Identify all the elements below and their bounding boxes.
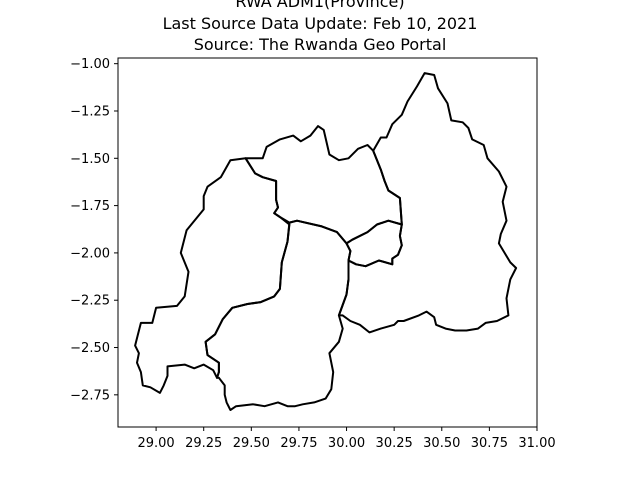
x-tick-label: 29.50 [233, 436, 270, 451]
title-line-2: Last Source Data Update: Feb 10, 2021 [162, 13, 478, 33]
title-line-3: Source: The Rwanda Geo Portal [193, 35, 447, 54]
x-tick-label: 30.00 [328, 436, 365, 451]
x-tick-label: 30.25 [376, 436, 413, 451]
province-boundaries [134, 72, 518, 411]
y-tick-label: −2.25 [70, 294, 110, 309]
x-axis-ticks: 29.00 29.25 29.50 29.75 30.00 30.25 30.50 30.75… [137, 427, 556, 451]
province-boundary-east [337, 72, 518, 334]
y-tick-label: −2.75 [70, 388, 110, 403]
x-tick-label: 29.00 [137, 436, 174, 451]
y-tick-label: −2.50 [70, 341, 110, 356]
title-line-1: RWA ADM1(Province) [235, 0, 405, 11]
province-boundary-south [204, 219, 352, 411]
x-tick-label: 29.75 [280, 436, 317, 451]
province-boundary-kigali [345, 219, 403, 268]
axes-frame [117, 57, 538, 428]
x-tick-label: 30.50 [423, 436, 460, 451]
y-tick-label: −2.00 [70, 246, 110, 261]
map-title: RWA ADM1(Province) Last Source Data Upda… [0, 0, 640, 56]
x-tick-label: 30.75 [471, 436, 508, 451]
x-tick-label: 31.00 [518, 436, 555, 451]
x-tick-label: 29.25 [185, 436, 222, 451]
y-axis-ticks: −1.00 −1.25 −1.50 −1.75 −2.00 −2.25 −2.50 −2.75 [70, 57, 118, 403]
y-tick-label: −1.50 [70, 152, 110, 167]
y-tick-label: −1.25 [70, 104, 110, 119]
y-tick-label: −1.00 [70, 57, 110, 72]
y-tick-label: −1.75 [70, 199, 110, 214]
